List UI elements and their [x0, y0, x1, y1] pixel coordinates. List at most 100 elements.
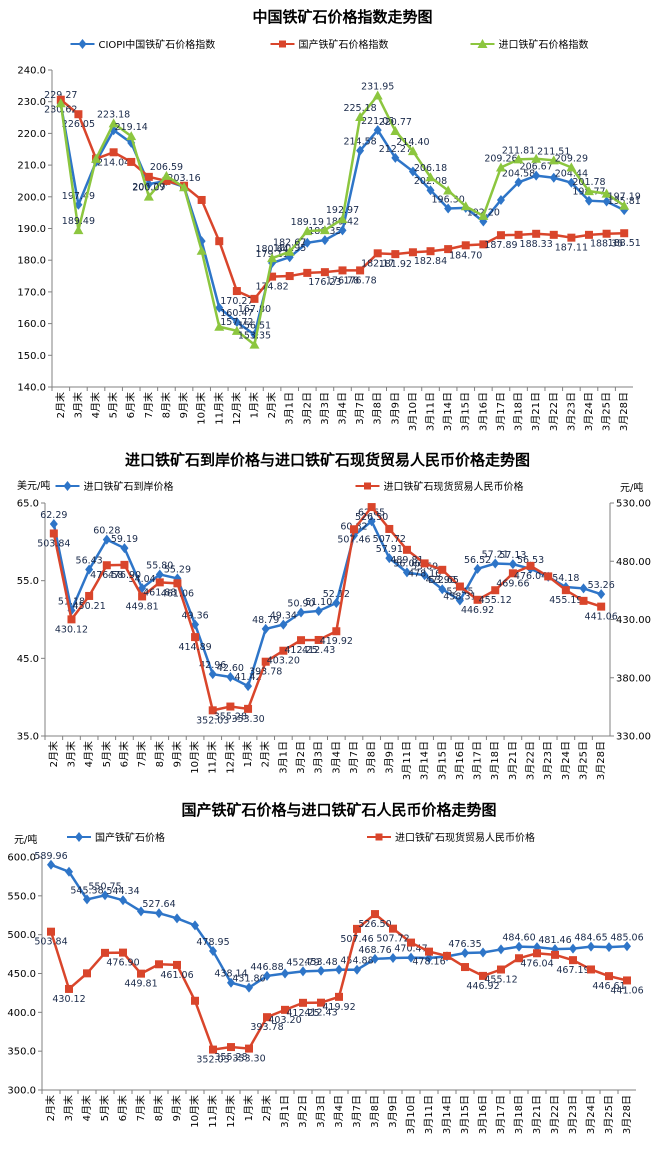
data-label: 201.78	[572, 177, 605, 188]
data-label: 446.88	[250, 962, 283, 973]
marker	[597, 589, 606, 600]
marker	[215, 302, 224, 313]
y2-axis-title: 元/吨	[620, 481, 643, 494]
x-tick-label: 3月2日	[301, 392, 313, 425]
x-tick-label: 5月末	[100, 741, 113, 767]
data-label: 478.16	[408, 568, 441, 579]
data-label: 48.79	[252, 615, 279, 626]
marker	[320, 235, 329, 246]
x-tick-label: 3月9日	[387, 1095, 399, 1128]
marker	[373, 125, 382, 136]
x-tick-label: 3月22日	[525, 741, 537, 780]
x-tick-label: 10月末	[188, 741, 201, 774]
legend-label: 进口铁矿石现货贸易人民币价格	[395, 831, 535, 844]
y-axis-title: 元/吨	[14, 833, 37, 846]
marker	[83, 894, 91, 905]
marker	[623, 941, 631, 952]
marker	[49, 529, 58, 538]
x-tick-label: 3月17日	[495, 1095, 507, 1134]
marker	[531, 153, 542, 163]
marker	[455, 595, 464, 606]
y-tick-label: 350.0	[7, 1047, 36, 1058]
data-label: 51.10	[305, 597, 332, 608]
x-tick-label: 3月末	[71, 392, 84, 418]
y2-tick-label: 330.00	[616, 732, 651, 743]
marker	[569, 943, 577, 954]
marker	[109, 148, 118, 157]
marker	[426, 185, 435, 196]
marker	[601, 188, 612, 198]
data-label: 57.21	[482, 550, 509, 561]
legend-label: CIOPI中国铁矿石价格指数	[99, 38, 216, 51]
marker	[461, 948, 469, 959]
marker	[438, 584, 447, 595]
marker	[461, 963, 469, 972]
marker	[438, 565, 447, 574]
marker	[65, 984, 73, 993]
x-tick-label: 3月15日	[436, 741, 448, 780]
x-tick-label: 9月末	[170, 741, 183, 767]
marker	[101, 948, 109, 957]
x-tick-label: 1月末	[242, 1095, 255, 1121]
marker	[335, 992, 343, 1001]
data-label: 353.30	[231, 714, 264, 725]
marker	[227, 1043, 235, 1052]
data-label: 484.65	[574, 933, 607, 944]
data-label: 52.12	[323, 589, 350, 600]
x-tick-label: 8月末	[159, 392, 172, 418]
marker	[497, 965, 505, 974]
marker	[281, 1005, 289, 1014]
marker	[496, 231, 505, 240]
marker	[155, 578, 164, 587]
data-label: 412.25	[284, 645, 317, 656]
marker	[407, 146, 418, 156]
x-tick-label: 3月25日	[603, 1095, 615, 1134]
marker	[319, 225, 330, 235]
marker	[267, 253, 278, 263]
data-label: 51.18	[58, 596, 85, 607]
y-tick-label: 190.0	[17, 224, 46, 235]
marker	[425, 172, 436, 182]
marker	[143, 191, 154, 201]
marker	[261, 657, 270, 666]
data-label: 57.13	[499, 550, 526, 561]
data-label: 449.81	[124, 979, 157, 990]
marker	[420, 570, 429, 581]
legend-marker	[279, 40, 286, 48]
marker	[497, 944, 505, 955]
x-tick-label: 3月3日	[315, 1095, 327, 1128]
data-label: 478.16	[412, 957, 445, 968]
marker	[65, 866, 73, 877]
marker	[605, 972, 613, 981]
x-tick-label: 3月28日	[621, 1095, 633, 1134]
marker	[285, 272, 294, 281]
x-tick-label: 1月末	[247, 392, 260, 418]
y-tick-label: 240.0	[17, 66, 46, 77]
legend-marker	[63, 481, 72, 491]
marker	[74, 110, 83, 119]
y-tick-label: 400.0	[7, 1008, 36, 1019]
legend-label: 进口铁矿石价格指数	[499, 38, 589, 51]
marker	[299, 998, 307, 1007]
data-label: 189.19	[291, 217, 324, 228]
data-label: 550.75	[88, 881, 121, 892]
y-tick-label: 300.0	[7, 1086, 36, 1097]
y-axis-title: 美元/吨	[17, 479, 50, 492]
chart-title: 国产铁矿石价格与进口铁矿石人民币价格走势图	[181, 801, 496, 819]
x-tick-label: 3月8日	[366, 741, 378, 774]
marker	[314, 635, 323, 644]
x-tick-label: 3月21日	[530, 392, 542, 431]
data-label: 461.06	[161, 588, 194, 599]
marker	[495, 162, 506, 172]
data-label: 545.38	[70, 885, 103, 896]
marker	[155, 908, 163, 919]
marker	[47, 859, 55, 870]
data-label: 153.35	[238, 331, 271, 342]
marker	[137, 969, 145, 978]
marker	[279, 619, 288, 630]
data-label: 403.20	[268, 1015, 301, 1026]
data-label: 197.19	[608, 192, 641, 203]
data-label: 223.18	[97, 109, 130, 120]
x-tick-label: 3月21日	[531, 1095, 543, 1134]
data-label: 467.19	[556, 965, 589, 976]
